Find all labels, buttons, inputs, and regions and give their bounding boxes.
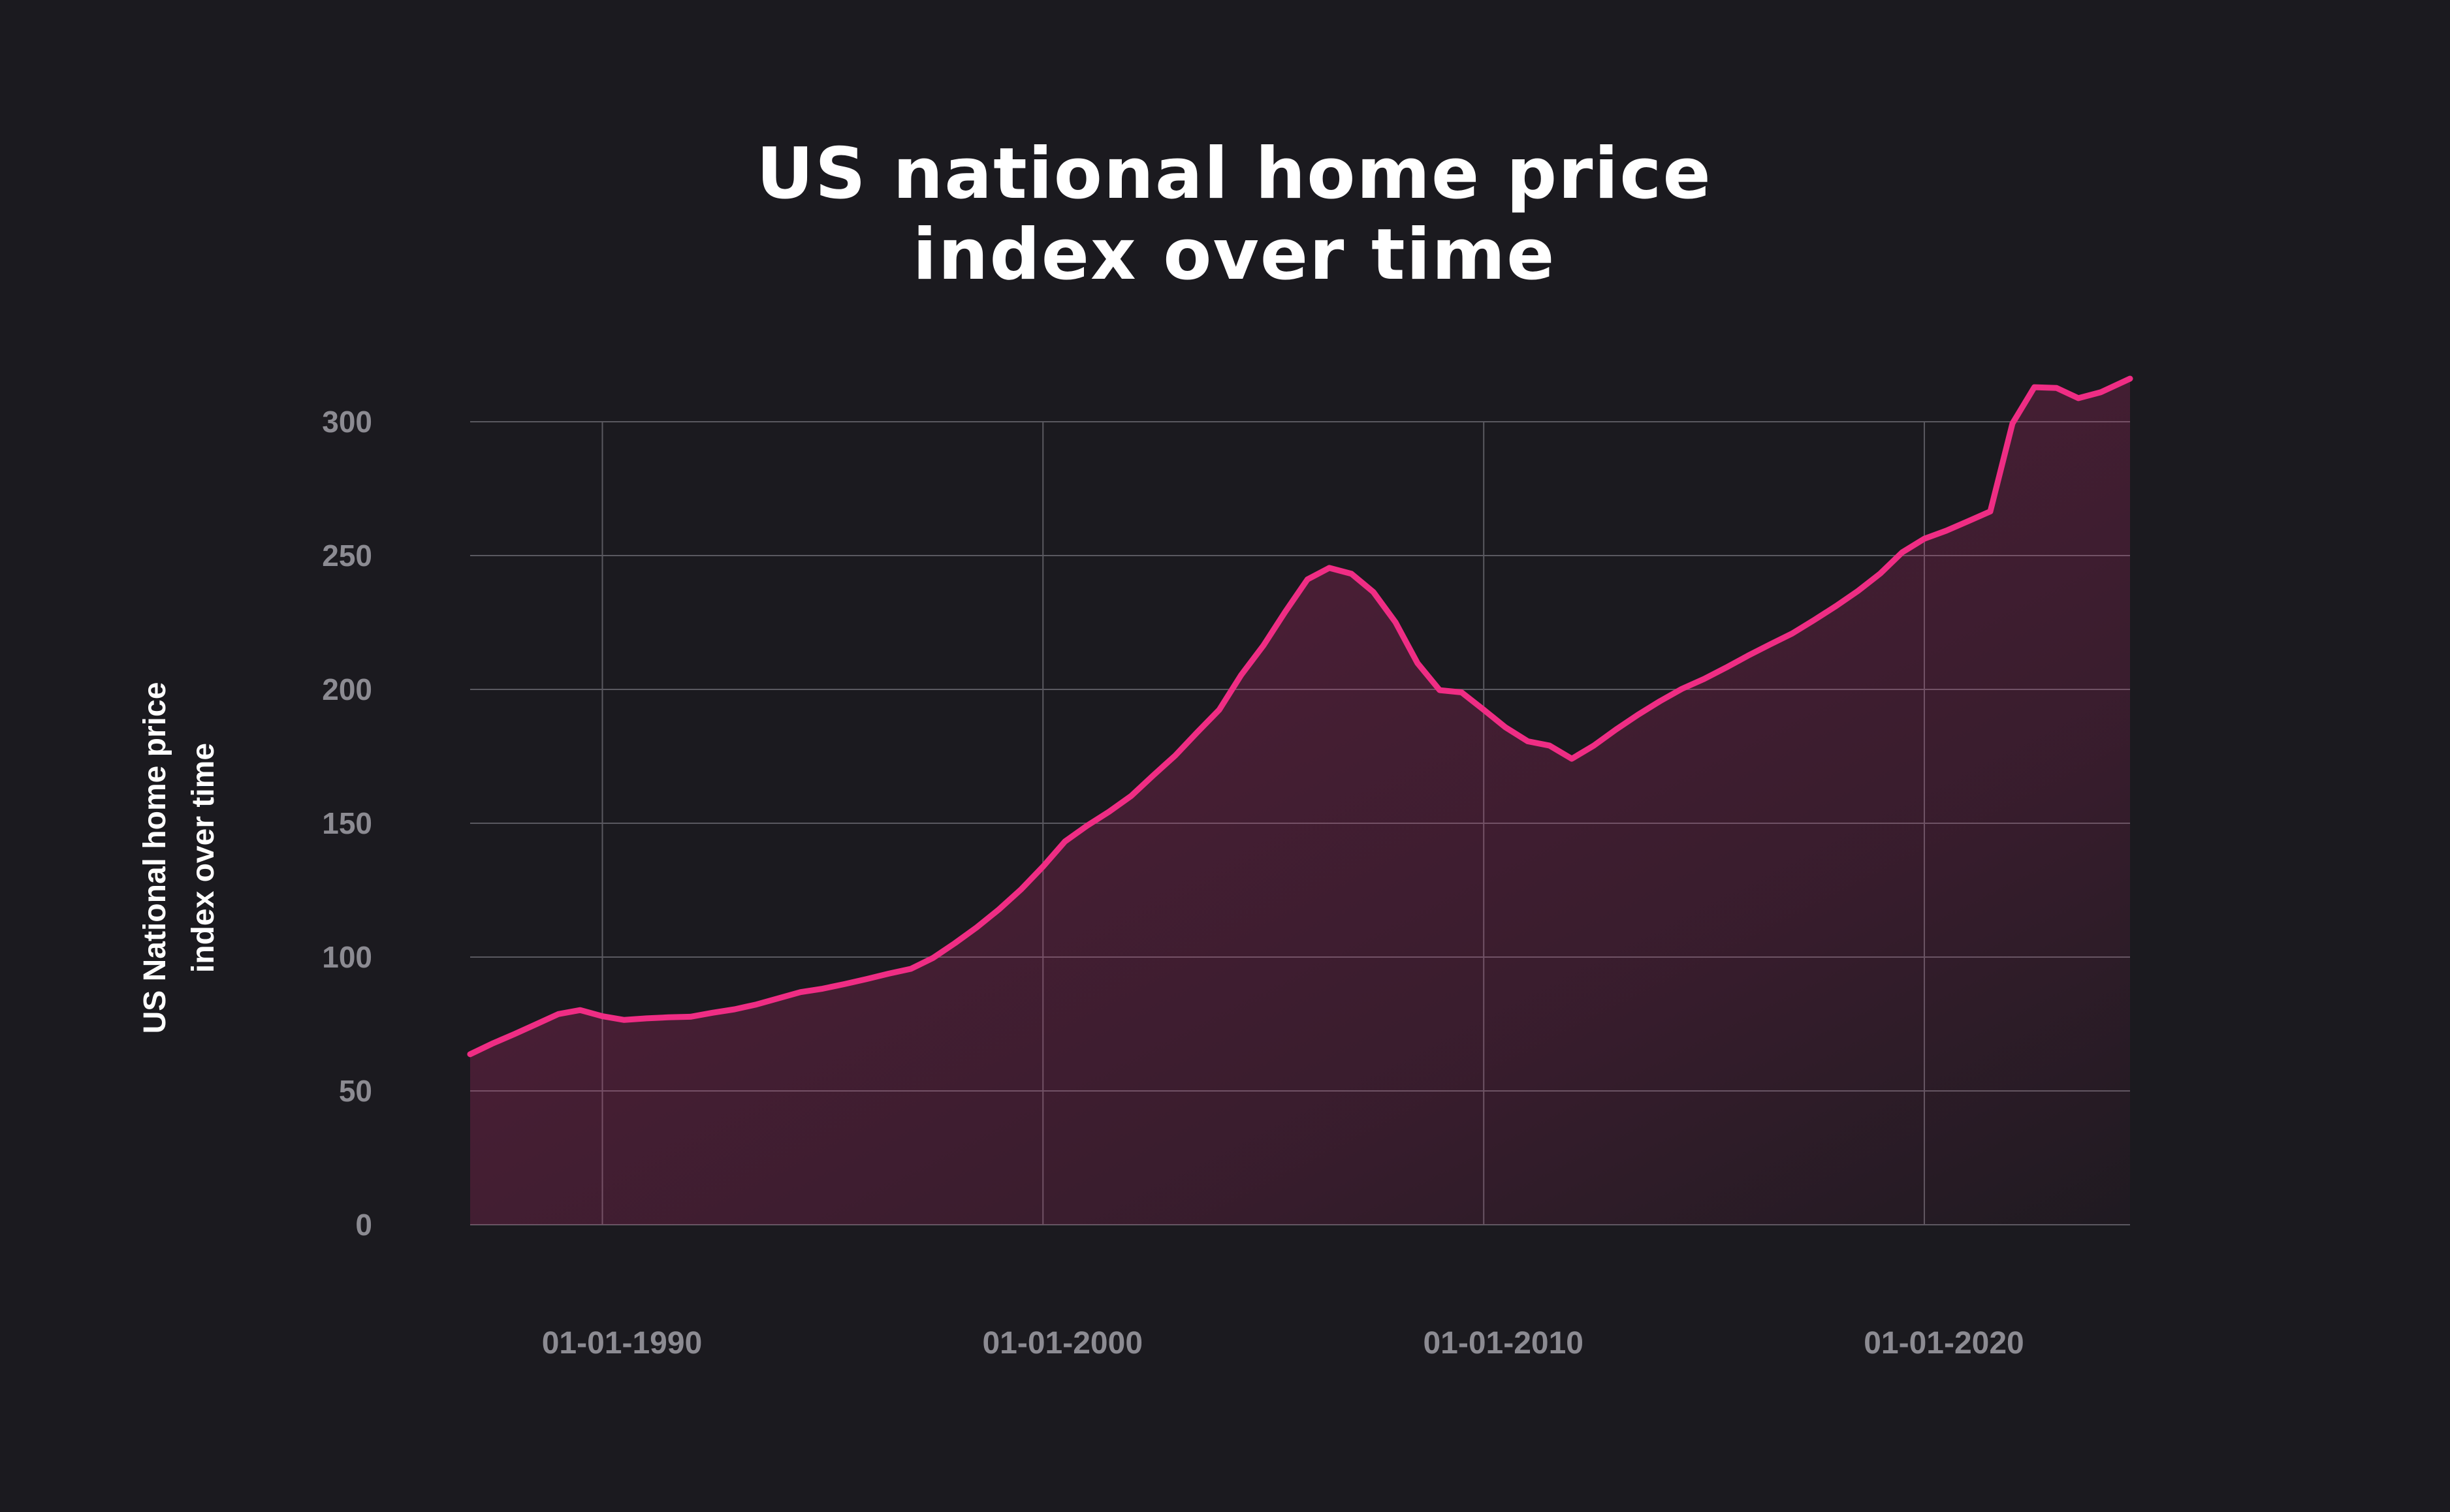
chart-title: US national home price index over time <box>0 134 2450 296</box>
y-tick-label: 0 <box>355 1208 372 1242</box>
y-tick-label: 300 <box>322 405 372 439</box>
y-tick-label: 50 <box>339 1074 372 1108</box>
series-line-path <box>467 375 2133 1058</box>
y-tick-labels: 0 50 100 150 200 250 300 <box>322 405 372 1242</box>
y-tick-label: 250 <box>322 539 372 573</box>
y-tick-label: 150 <box>322 806 372 840</box>
series-line <box>467 375 2133 1058</box>
series-area <box>470 379 2130 1225</box>
x-tick-label: 01-01-2000 <box>982 1326 1143 1361</box>
x-tick-label: 01-01-2020 <box>1864 1326 2024 1361</box>
chart-title-line-1: US national home price <box>756 133 1712 215</box>
chart-title-line-2: index over time <box>912 214 1556 296</box>
x-tick-labels: 01-01-1990 01-01-2000 01-01-2010 01-01-2020 <box>542 1326 2024 1361</box>
y-tick-label: 200 <box>322 672 372 706</box>
x-tick-label: 01-01-2010 <box>1423 1326 1583 1361</box>
y-tick-label: 100 <box>322 940 372 974</box>
series-area-fill <box>470 379 2130 1225</box>
x-tick-label: 01-01-1990 <box>542 1326 703 1361</box>
